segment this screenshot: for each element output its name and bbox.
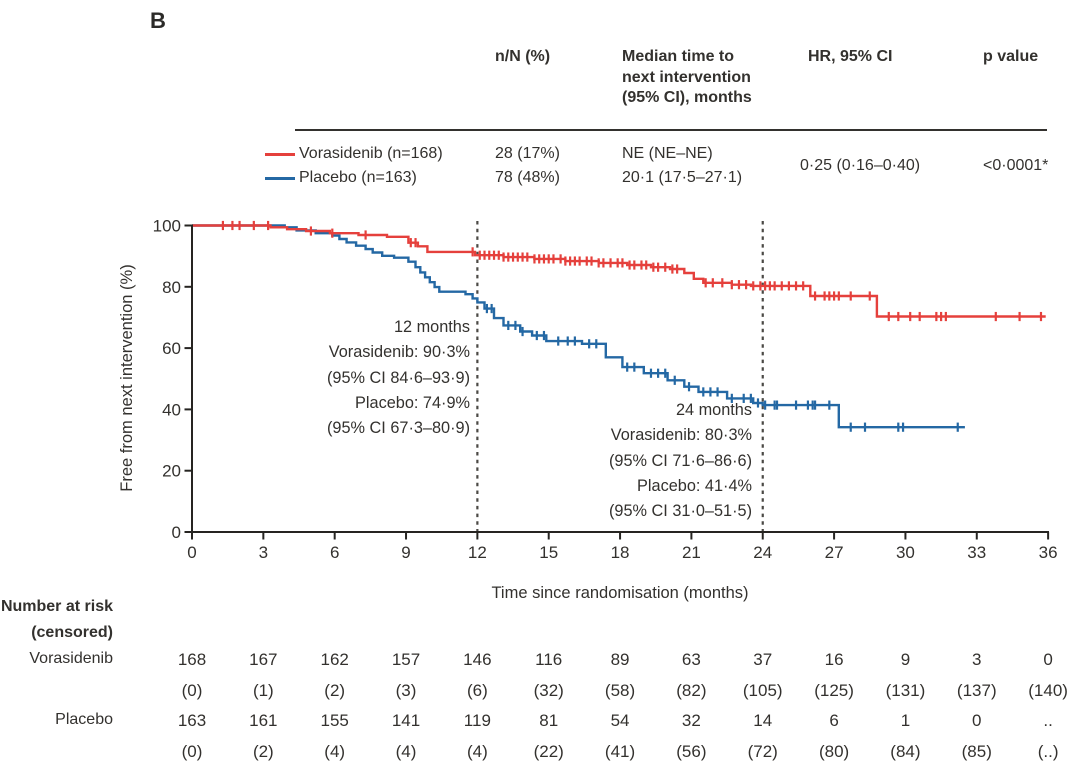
summary-column-median-line1: Median time to — [622, 48, 735, 65]
y-tick-label: 100 — [153, 217, 181, 236]
x-tick-label: 36 — [1039, 543, 1058, 562]
summary-column-hr: HR, 95% CI — [808, 48, 893, 65]
summary-column-median-line2: next intervention — [622, 68, 751, 86]
annotation-12-months: 12 months Vorasidenib: 90·3% (95% CI 84·… — [327, 315, 470, 441]
x-tick-label: 21 — [682, 543, 701, 562]
y-tick-label: 40 — [162, 400, 181, 419]
hr-value: 0·25 (0·16–0·40) — [800, 157, 921, 174]
summary-column-p: p value — [983, 48, 1039, 65]
risk-row-label-vorasidenib: Vorasidenib — [29, 650, 113, 667]
vorasidenib-legend-line — [265, 153, 295, 156]
y-tick-label: 20 — [162, 462, 181, 481]
censor-marks-vorasidenib — [221, 220, 1043, 322]
x-tick-label: 6 — [330, 543, 339, 562]
panel-label: B — [150, 8, 166, 33]
annotation-12-vorasidenib-ci: (95% CI 84·6–93·9) — [327, 368, 470, 387]
curve-vorasidenib — [192, 224, 1046, 318]
placebo-median-value: 20·1 (17·5–27·1) — [622, 169, 743, 186]
summary-column-median: Median time to next intervention (95% CI… — [622, 47, 752, 109]
x-tick-label: 15 — [539, 543, 558, 562]
annotation-12-placebo: Placebo: 74·9% — [355, 393, 470, 412]
p-value: <0·0001* — [983, 157, 1049, 174]
annotation-24-placebo-ci: (95% CI 31·0–51·5) — [609, 502, 752, 521]
vorasidenib-median-value: NE (NE–NE) — [622, 145, 713, 162]
annotation-24-title: 24 months — [675, 401, 752, 419]
y-tick-label: 60 — [162, 339, 181, 358]
x-tick-label: 18 — [611, 543, 630, 562]
x-tick-label: 30 — [896, 543, 915, 562]
x-tick-label: 3 — [259, 543, 268, 562]
legend-label-vorasidenib: Vorasidenib (n=168) — [299, 145, 443, 162]
risk-row-label-placebo: Placebo — [55, 711, 113, 728]
placebo-legend-line — [265, 177, 295, 180]
y-axis-title: Free from next intervention (%) — [118, 264, 136, 492]
x-tick-label: 27 — [825, 543, 844, 562]
annotation-12-title: 12 months — [393, 318, 470, 336]
x-tick-label: 9 — [401, 543, 410, 562]
annotation-24-placebo: Placebo: 41·4% — [637, 476, 752, 495]
x-axis-title: Time since randomisation (months) — [491, 584, 749, 602]
y-tick-label: 0 — [172, 523, 181, 542]
annotation-12-placebo-ci: (95% CI 67·3–80·9) — [327, 419, 470, 438]
x-tick-label: 33 — [967, 543, 986, 562]
annotation-24-vorasidenib-ci: (95% CI 71·6–86·6) — [609, 451, 752, 470]
censor-marks-placebo — [485, 303, 959, 432]
placebo-nn-value: 78 (48%) — [495, 169, 560, 186]
x-tick-label: 24 — [753, 543, 772, 562]
legend-label-placebo: Placebo (n=163) — [299, 169, 417, 186]
vorasidenib-nn-value: 28 (17%) — [495, 145, 560, 162]
curve-placebo — [192, 224, 965, 429]
x-tick-label: 0 — [187, 543, 196, 562]
annotation-24-vorasidenib: Vorasidenib: 80·3% — [610, 426, 752, 445]
summary-column-nn: n/N (%) — [495, 48, 551, 65]
risk-table-header: Number at risk — [0, 598, 113, 615]
y-tick-label: 80 — [162, 278, 181, 297]
summary-column-median-line3: (95% CI), months — [622, 89, 752, 106]
annotation-12-vorasidenib: Vorasidenib: 90·3% — [328, 343, 470, 362]
summary-table-rule — [295, 129, 1047, 132]
x-tick-label: 12 — [468, 543, 487, 562]
risk-table-subheader: (censored) — [31, 624, 113, 641]
annotation-24-months: 24 months Vorasidenib: 80·3% (95% CI 71·… — [609, 398, 752, 524]
